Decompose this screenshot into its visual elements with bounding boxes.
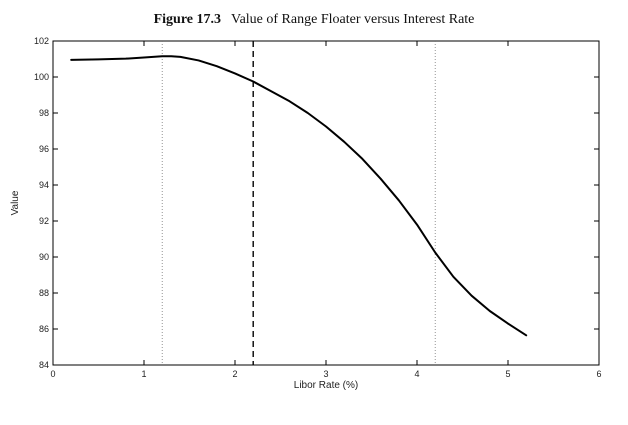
y-tick-label: 86 (39, 324, 49, 334)
x-axis-label: Libor Rate (%) (294, 380, 358, 391)
y-tick-label: 88 (39, 288, 49, 298)
plot-area-frame (52, 40, 600, 366)
x-tick-label: 0 (50, 369, 55, 379)
x-tick-label: 4 (414, 369, 419, 379)
y-tick-label: 90 (39, 252, 49, 262)
x-tick-label: 2 (232, 369, 237, 379)
x-tick-label: 5 (505, 369, 510, 379)
series-line (70, 55, 528, 337)
x-tick-label: 3 (323, 369, 328, 379)
y-tick-label: 102 (34, 36, 49, 46)
figure-number: Figure 17.3 (153, 12, 222, 27)
y-tick-label: 92 (39, 216, 49, 226)
x-tick-label: 1 (141, 369, 146, 379)
x-tick-label: 6 (596, 369, 601, 379)
y-tick-label: 100 (34, 72, 49, 82)
figure-title-text: Value of Range Floater versus Interest R… (231, 12, 475, 27)
y-tick-label: 98 (39, 108, 49, 118)
figure-title: Figure 17.3 Value of Range Floater versus… (0, 12, 628, 28)
y-tick-label: 96 (39, 144, 49, 154)
y-axis-label: Value (10, 190, 21, 215)
y-tick-label: 94 (39, 180, 49, 190)
y-tick-label: 84 (39, 360, 49, 370)
